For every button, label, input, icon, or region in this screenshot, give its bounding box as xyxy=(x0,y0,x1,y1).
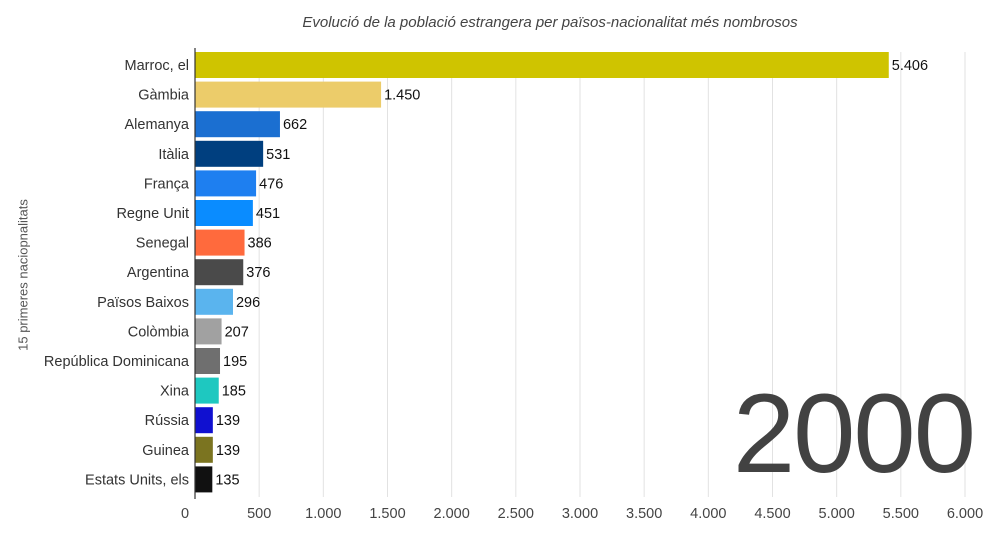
bar xyxy=(195,111,280,138)
x-tick-label: 3.500 xyxy=(626,506,662,522)
data-label: 135 xyxy=(215,472,239,488)
year-watermark: 2000 xyxy=(732,371,976,496)
x-tick-label: 0 xyxy=(181,506,189,522)
x-tick-label: 4.000 xyxy=(690,506,726,522)
data-label: 662 xyxy=(283,117,307,133)
category-label: Colòmbia xyxy=(128,324,190,340)
x-tick-label: 1.000 xyxy=(305,506,341,522)
data-label: 476 xyxy=(259,176,283,192)
x-tick-label: 2.000 xyxy=(434,506,470,522)
bar xyxy=(195,52,889,78)
bar xyxy=(195,288,233,315)
category-label: Argentina xyxy=(127,265,190,281)
category-label: Alemanya xyxy=(125,117,190,133)
bar xyxy=(195,377,219,404)
chart-title: Evolució de la població estrangera per p… xyxy=(302,14,798,31)
data-label: 185 xyxy=(222,384,246,400)
category-label: Marroc, el xyxy=(125,58,189,74)
data-label: 5.406 xyxy=(892,58,928,74)
bar xyxy=(195,318,222,345)
data-label: 207 xyxy=(225,324,249,340)
bar xyxy=(195,140,264,167)
x-tick-label: 2.500 xyxy=(498,506,534,522)
data-label: 139 xyxy=(216,443,240,459)
category-label: Regne Unit xyxy=(116,206,189,222)
x-tick-label: 3.000 xyxy=(562,506,598,522)
data-label: 451 xyxy=(256,206,280,222)
data-label: 376 xyxy=(246,265,270,281)
bar xyxy=(195,229,245,256)
data-label: 1.450 xyxy=(384,88,420,104)
bar xyxy=(195,200,253,226)
data-label: 139 xyxy=(216,413,240,429)
category-label: Itàlia xyxy=(158,147,190,163)
category-label: República Dominicana xyxy=(44,354,190,370)
x-tick-label: 5.000 xyxy=(819,506,855,522)
data-label: 195 xyxy=(223,354,247,370)
data-label: 386 xyxy=(248,236,272,252)
x-tick-label: 5.500 xyxy=(883,506,919,522)
category-label: Senegal xyxy=(136,236,189,252)
bar xyxy=(195,436,213,463)
bar xyxy=(195,81,382,108)
category-label: Gàmbia xyxy=(138,88,190,104)
bar xyxy=(195,466,213,493)
data-label: 296 xyxy=(236,295,260,311)
bar xyxy=(195,407,213,434)
category-label: Rússia xyxy=(145,413,190,429)
x-tick-label: 1.500 xyxy=(369,506,405,522)
category-label: Xina xyxy=(160,384,190,400)
data-label: 531 xyxy=(266,147,290,163)
category-label: Països Baixos xyxy=(97,295,189,311)
x-tick-label: 6.000 xyxy=(947,506,983,522)
x-tick-label: 4.500 xyxy=(754,506,790,522)
category-label: França xyxy=(144,176,190,192)
bar xyxy=(195,348,221,374)
x-tick-label: 500 xyxy=(247,506,271,522)
category-label: Estats Units, els xyxy=(85,472,189,488)
bar xyxy=(195,259,244,286)
bar xyxy=(195,170,257,197)
category-label: Guinea xyxy=(142,443,190,459)
